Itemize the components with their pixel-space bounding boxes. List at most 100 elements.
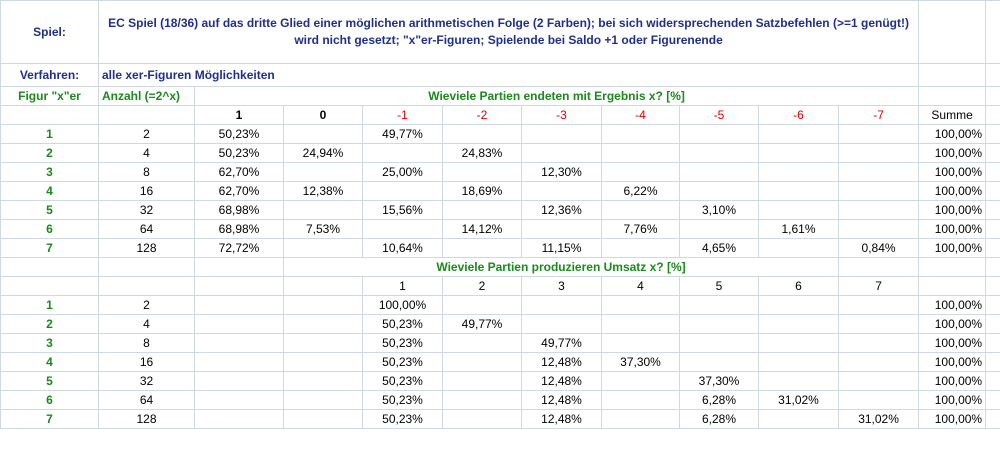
cell[interactable] (985, 219, 1000, 239)
value-cell[interactable] (601, 333, 680, 353)
anzahl-cell[interactable]: 8 (98, 162, 195, 182)
verfahren-text[interactable]: alle xer-Figuren Möglichkeiten (97, 63, 920, 87)
value-cell[interactable]: 68,98% (194, 219, 284, 239)
cell[interactable] (283, 352, 363, 372)
value-cell[interactable] (521, 295, 602, 315)
value-cell[interactable] (601, 200, 680, 220)
cell[interactable] (985, 352, 1000, 372)
cell[interactable] (985, 295, 1000, 315)
cell[interactable] (985, 276, 1000, 296)
value-cell[interactable]: 50,23% (362, 390, 443, 410)
table1-col-header[interactable]: -2 (442, 105, 522, 125)
value-cell[interactable]: 24,94% (283, 143, 363, 163)
value-cell[interactable] (758, 409, 839, 429)
value-cell[interactable] (837, 314, 920, 334)
table2-col-header[interactable]: 2 (442, 276, 522, 296)
cell[interactable] (985, 143, 1000, 163)
value-cell[interactable]: 50,23% (362, 314, 443, 334)
figur-cell[interactable]: 2 (0, 143, 99, 163)
figur-cell[interactable]: 5 (0, 371, 99, 391)
verfahren-label[interactable]: Verfahren: (0, 63, 99, 87)
value-cell[interactable] (442, 390, 522, 410)
anzahl-cell[interactable]: 8 (98, 333, 195, 353)
table2-title[interactable]: Wieviele Partien produzieren Umsatz x? [… (283, 257, 839, 277)
cell[interactable] (194, 314, 284, 334)
summe-cell[interactable]: 100,00% (918, 124, 987, 144)
table1-summe-header[interactable]: Summe (918, 105, 987, 125)
value-cell[interactable]: 50,23% (362, 371, 443, 391)
value-cell[interactable] (837, 200, 920, 220)
value-cell[interactable] (837, 371, 920, 391)
value-cell[interactable] (758, 333, 839, 353)
value-cell[interactable] (679, 219, 759, 239)
cell[interactable] (283, 371, 363, 391)
value-cell[interactable] (601, 238, 680, 258)
value-cell[interactable] (758, 143, 839, 163)
cell[interactable] (283, 333, 363, 353)
value-cell[interactable] (679, 124, 759, 144)
value-cell[interactable] (601, 371, 680, 391)
summe-cell[interactable]: 100,00% (918, 219, 987, 239)
table1-col-header[interactable]: 1 (194, 105, 284, 125)
cell[interactable] (194, 371, 284, 391)
value-cell[interactable] (601, 295, 680, 315)
anzahl-cell[interactable]: 32 (98, 200, 195, 220)
value-cell[interactable] (758, 295, 839, 315)
table1-col-header[interactable]: -6 (758, 105, 839, 125)
cell[interactable] (985, 257, 1000, 277)
anzahl-header[interactable]: Anzahl (=2^x) (98, 86, 195, 106)
value-cell[interactable]: 25,00% (362, 162, 443, 182)
cell[interactable] (0, 276, 99, 296)
value-cell[interactable] (758, 124, 839, 144)
anzahl-cell[interactable]: 32 (98, 371, 195, 391)
value-cell[interactable] (758, 352, 839, 372)
value-cell[interactable]: 15,56% (362, 200, 443, 220)
value-cell[interactable] (758, 371, 839, 391)
cell[interactable] (918, 276, 987, 296)
table1-col-header[interactable]: -3 (521, 105, 602, 125)
value-cell[interactable]: 4,65% (679, 238, 759, 258)
value-cell[interactable]: 37,30% (679, 371, 759, 391)
cell[interactable] (985, 409, 1000, 429)
anzahl-cell[interactable]: 64 (98, 219, 195, 239)
value-cell[interactable]: 12,48% (521, 352, 602, 372)
summe-cell[interactable]: 100,00% (918, 143, 987, 163)
cell[interactable] (985, 105, 1000, 125)
value-cell[interactable] (601, 143, 680, 163)
value-cell[interactable] (758, 162, 839, 182)
cell[interactable] (985, 333, 1000, 353)
cell[interactable] (985, 181, 1000, 201)
value-cell[interactable] (837, 390, 920, 410)
value-cell[interactable]: 6,22% (601, 181, 680, 201)
value-cell[interactable]: 24,83% (442, 143, 522, 163)
value-cell[interactable] (758, 181, 839, 201)
value-cell[interactable]: 72,72% (194, 238, 284, 258)
value-cell[interactable]: 49,77% (521, 333, 602, 353)
figur-cell[interactable]: 2 (0, 314, 99, 334)
figur-cell[interactable]: 3 (0, 162, 99, 182)
table2-col-header[interactable]: 3 (521, 276, 602, 296)
anzahl-cell[interactable]: 4 (98, 314, 195, 334)
table1-col-header[interactable]: -5 (679, 105, 759, 125)
value-cell[interactable]: 50,23% (362, 352, 443, 372)
table1-col-header[interactable]: -4 (601, 105, 680, 125)
value-cell[interactable]: 12,48% (521, 371, 602, 391)
value-cell[interactable]: 14,12% (442, 219, 522, 239)
anzahl-cell[interactable]: 2 (98, 295, 195, 315)
table1-col-header[interactable]: -1 (362, 105, 443, 125)
figur-cell[interactable]: 6 (0, 390, 99, 410)
value-cell[interactable]: 10,64% (362, 238, 443, 258)
cell[interactable] (985, 371, 1000, 391)
spiel-label[interactable]: Spiel: (0, 0, 99, 64)
summe-cell[interactable]: 100,00% (918, 371, 987, 391)
summe-cell[interactable]: 100,00% (918, 333, 987, 353)
value-cell[interactable]: 12,36% (521, 200, 602, 220)
figur-cell[interactable]: 5 (0, 200, 99, 220)
value-cell[interactable] (679, 314, 759, 334)
cell[interactable] (985, 314, 1000, 334)
value-cell[interactable]: 100,00% (362, 295, 443, 315)
cell[interactable] (194, 276, 284, 296)
table2-col-header[interactable]: 4 (601, 276, 680, 296)
cell[interactable] (283, 295, 363, 315)
value-cell[interactable]: 50,23% (194, 143, 284, 163)
